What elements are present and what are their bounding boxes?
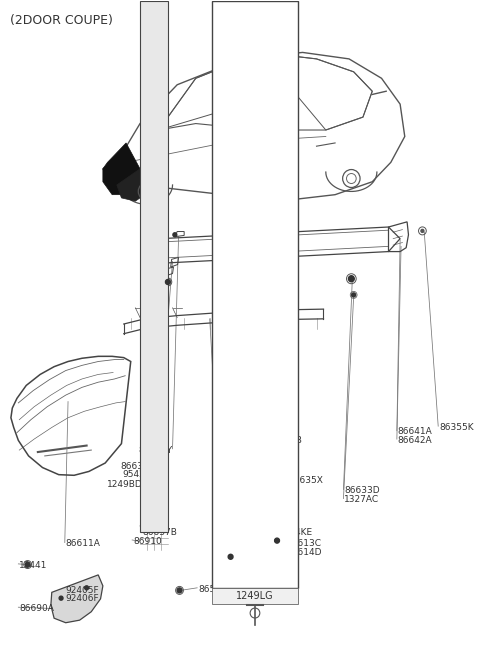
Text: 86910: 86910 (133, 537, 162, 546)
Circle shape (173, 233, 177, 237)
Text: 86590: 86590 (198, 584, 227, 594)
Circle shape (421, 229, 424, 233)
Polygon shape (51, 575, 103, 623)
Text: (2DOOR COUPE): (2DOOR COUPE) (10, 14, 113, 27)
Bar (212, 1, 298, 588)
Text: 95420F: 95420F (123, 470, 156, 479)
Text: 1327AC: 1327AC (344, 495, 380, 504)
Text: 1249LG: 1249LG (254, 591, 288, 600)
Text: 1249BD: 1249BD (107, 480, 143, 489)
Circle shape (228, 554, 233, 559)
Text: 86690A: 86690A (19, 604, 54, 613)
Bar (212, 588, 298, 604)
Circle shape (177, 588, 182, 593)
Text: 86613C: 86613C (287, 539, 321, 548)
Circle shape (275, 538, 279, 543)
Text: 92405F: 92405F (66, 586, 99, 595)
Text: 86642A: 86642A (398, 436, 432, 445)
Text: H: H (146, 176, 152, 181)
Circle shape (348, 276, 354, 282)
Circle shape (166, 279, 170, 284)
Polygon shape (117, 169, 149, 201)
Text: 1244BJ: 1244BJ (216, 552, 248, 561)
Text: 86611A: 86611A (66, 539, 101, 548)
Circle shape (25, 562, 30, 567)
Text: 1249LG: 1249LG (236, 590, 274, 601)
Circle shape (84, 586, 88, 590)
Text: 86633Y: 86633Y (138, 446, 172, 455)
Polygon shape (103, 143, 140, 194)
Circle shape (352, 293, 356, 297)
Text: 86633D: 86633D (344, 487, 380, 495)
Text: 86614D: 86614D (287, 548, 322, 557)
Text: 86641A: 86641A (398, 428, 432, 437)
Text: 1244KE: 1244KE (279, 527, 313, 537)
Circle shape (59, 596, 63, 600)
Text: 86637B: 86637B (143, 527, 177, 537)
Text: 86635X: 86635X (288, 476, 324, 485)
Text: 86633D: 86633D (120, 462, 156, 470)
Text: 86620: 86620 (221, 499, 250, 508)
Text: 12441: 12441 (19, 561, 48, 570)
Text: 86355K: 86355K (440, 423, 474, 432)
Bar (140, 1, 168, 532)
Polygon shape (228, 523, 263, 538)
Text: 86631B: 86631B (268, 436, 302, 445)
Text: 92406F: 92406F (66, 594, 99, 603)
